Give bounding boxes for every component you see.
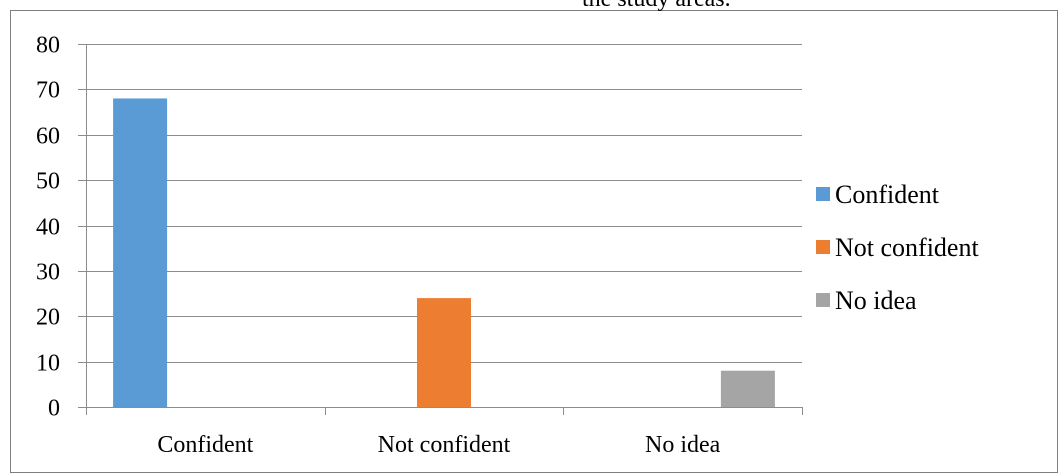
chart-border [10, 10, 1058, 473]
bar-confident [113, 98, 168, 407]
x-tick-label-confident: Confident [157, 432, 253, 458]
legend-label-not-confident: Not confident [835, 233, 979, 262]
x-tick-label-not-confident: Not confident [378, 432, 511, 458]
x-tick-label-no-idea: No idea [645, 432, 721, 458]
y-tick-labels: 0 10 20 30 40 50 60 70 80 [36, 33, 60, 422]
y-tick-label-0: 0 [48, 396, 60, 422]
legend-swatch-confident [816, 187, 830, 201]
legend-label-no-idea: No idea [835, 286, 917, 315]
legend: Confident Not confident No idea [816, 180, 979, 315]
axes [78, 44, 803, 415]
legend-swatch-not-confident [816, 240, 830, 254]
legend-swatch-no-idea [816, 293, 830, 307]
y-tick-label-20: 20 [36, 305, 60, 331]
caption-mask [560, 0, 800, 10]
legend-label-confident: Confident [835, 180, 940, 209]
bars [113, 98, 775, 407]
y-tick-label-40: 40 [36, 215, 60, 241]
y-tick-label-60: 60 [36, 124, 60, 150]
caption-fragment: the study areas. [582, 0, 731, 12]
y-tick-label-70: 70 [36, 78, 60, 104]
bar-not-confident [417, 298, 471, 407]
y-tick-label-10: 10 [36, 351, 60, 377]
y-tick-label-50: 50 [36, 169, 60, 195]
y-tick-label-30: 30 [36, 260, 60, 286]
bar-no-idea [720, 370, 775, 407]
y-tick-label-80: 80 [36, 33, 60, 59]
x-tick-labels: Confident Not confident No idea [157, 432, 720, 458]
